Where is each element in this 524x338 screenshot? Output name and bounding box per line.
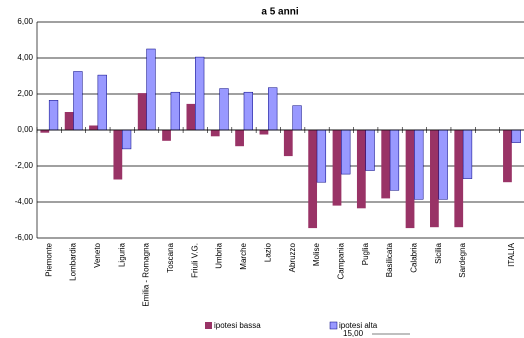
bar xyxy=(89,125,98,130)
x-tick-label: Calabria xyxy=(410,242,419,272)
bar xyxy=(73,71,83,131)
bar xyxy=(268,87,278,131)
bar xyxy=(308,130,318,229)
x-tick-label: Veneto xyxy=(93,242,102,267)
x-tick-label: Lombardia xyxy=(69,242,78,280)
bar xyxy=(186,103,196,130)
bar xyxy=(121,129,132,150)
bar xyxy=(219,88,229,131)
bar xyxy=(381,130,391,199)
bar xyxy=(316,129,327,183)
y-tick-label: 2,00 xyxy=(17,89,33,98)
x-tick-label: Liguria xyxy=(117,242,126,267)
bar xyxy=(454,130,464,228)
y-tick-label: 6,00 xyxy=(17,17,33,26)
legend-swatch xyxy=(329,321,338,330)
bar xyxy=(430,130,439,228)
bar xyxy=(438,129,448,200)
bar xyxy=(283,130,293,157)
x-tick-label: Campania xyxy=(336,242,345,279)
x-tick-label: Emilia - Romagna xyxy=(142,242,151,306)
y-tick-label: -4,00 xyxy=(15,197,34,206)
x-tick-label: Abruzzo xyxy=(288,242,297,272)
bar xyxy=(97,74,107,131)
legend-swatch xyxy=(205,322,212,329)
bar xyxy=(332,130,342,206)
x-tick-label: Molise xyxy=(312,242,321,266)
bar xyxy=(365,129,375,171)
bar xyxy=(48,100,59,131)
bar xyxy=(137,93,147,130)
y-tick-label: -2,00 xyxy=(15,161,34,170)
bar xyxy=(405,130,415,229)
y-tick-label: 0,00 xyxy=(17,125,33,134)
bar xyxy=(195,56,205,131)
bar xyxy=(462,129,473,179)
bar xyxy=(162,130,171,141)
x-tick-label: Piemonte xyxy=(44,242,53,276)
legend-label: ipotesi bassa xyxy=(214,321,261,330)
bar xyxy=(113,130,123,180)
x-tick-label: Friuli V.G. xyxy=(190,243,199,278)
bar xyxy=(414,129,424,200)
x-tick-label: Sicilia xyxy=(434,242,443,263)
x-tick-label: Lazio xyxy=(263,242,272,262)
bar xyxy=(170,91,180,131)
bar xyxy=(210,130,220,137)
x-tick-label: Puglia xyxy=(361,242,370,265)
bar xyxy=(356,130,366,209)
legend-label: ipotesi alta xyxy=(339,321,378,330)
bar xyxy=(146,48,156,131)
x-tick-label: ITALIA xyxy=(507,242,516,267)
bar xyxy=(292,105,302,131)
y-tick-label: -6,00 xyxy=(15,233,34,242)
x-tick-label: Marche xyxy=(239,242,248,269)
bar xyxy=(503,130,512,183)
bar xyxy=(40,130,50,133)
x-tick-label: Toscana xyxy=(166,242,175,272)
bar xyxy=(389,129,400,191)
bar xyxy=(64,112,74,130)
x-tick-label: Sardegna xyxy=(458,242,467,277)
bar xyxy=(259,130,269,135)
chart-title: a 5 anni xyxy=(261,7,298,18)
x-tick-label: Umbria xyxy=(215,242,224,268)
bar xyxy=(243,91,253,131)
x-tick-label: Basilicata xyxy=(385,242,394,277)
bar xyxy=(235,130,244,147)
bar xyxy=(341,129,351,175)
bar xyxy=(511,129,521,143)
overlay-text: 15,00 xyxy=(343,329,364,338)
y-tick-label: 4,00 xyxy=(17,53,33,62)
